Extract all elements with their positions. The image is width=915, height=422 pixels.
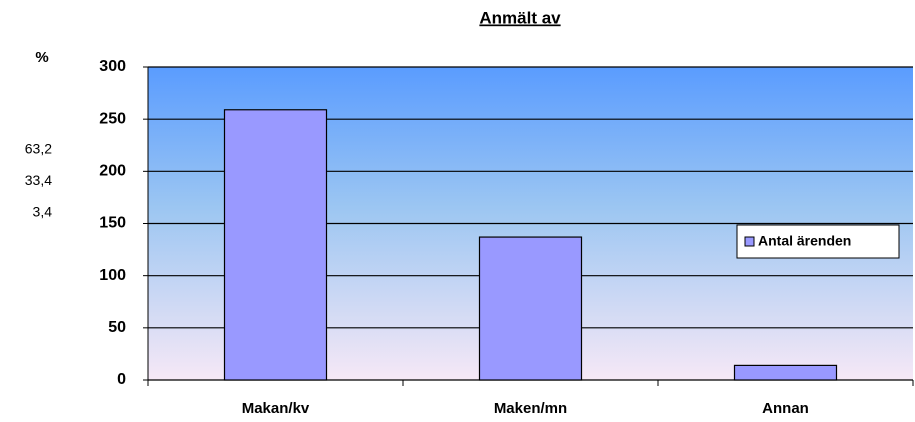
y-tick-label: 50: [108, 319, 126, 336]
legend-swatch: [744, 236, 755, 247]
side-value: 3,4: [33, 204, 53, 220]
bar: [478, 236, 583, 381]
x-tick-label: Annan: [762, 400, 809, 417]
side-value: 63,2: [25, 141, 52, 157]
x-tick-label: Maken/mn: [494, 400, 567, 417]
y-tick-label: 250: [99, 110, 126, 127]
y-tick-label: 150: [99, 215, 126, 232]
bar: [733, 364, 838, 381]
bar: [223, 109, 328, 381]
side-value: 33,4: [25, 172, 52, 188]
side-header: %: [35, 49, 48, 66]
legend-box: [736, 224, 900, 259]
x-tick-label: Makan/kv: [242, 400, 310, 417]
y-tick-label: 100: [99, 267, 126, 284]
y-tick-label: 0: [117, 371, 126, 388]
legend-label: Antal ärenden: [758, 233, 851, 249]
y-tick-label: 300: [99, 58, 126, 75]
chart-title: Anmält av: [479, 8, 561, 27]
y-tick-label: 200: [99, 163, 126, 180]
